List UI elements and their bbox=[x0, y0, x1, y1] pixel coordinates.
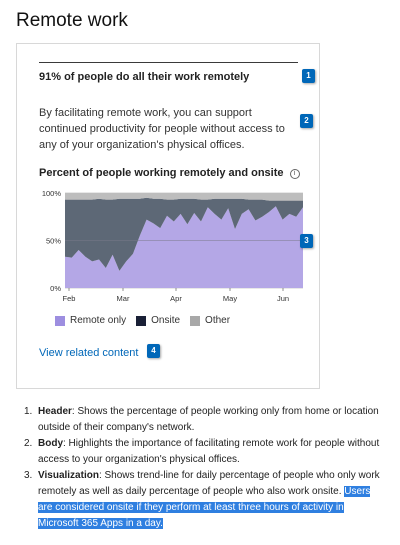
area-remote-only bbox=[65, 206, 303, 288]
info-icon[interactable]: i bbox=[289, 169, 300, 179]
note-number: 3. bbox=[24, 470, 33, 481]
y-tick-label: 0% bbox=[50, 284, 61, 293]
note-number: 1. bbox=[24, 406, 33, 417]
y-tick-label: 100% bbox=[42, 189, 62, 198]
legend-item-onsite: Onsite bbox=[136, 315, 180, 326]
callout-4: 4 bbox=[147, 344, 160, 358]
remote-onsite-chart: 100% 50% 0% Feb Mar Apr May Jun bbox=[42, 189, 303, 303]
x-tick-label: Apr bbox=[170, 294, 182, 303]
note-label: Header bbox=[38, 406, 72, 417]
chart-areas bbox=[65, 193, 303, 288]
card-divider bbox=[39, 62, 298, 63]
legend-item-remote: Remote only bbox=[55, 315, 126, 326]
card-body: By facilitating remote work, you can sup… bbox=[39, 107, 285, 151]
callout-1: 1 bbox=[302, 69, 315, 83]
y-tick-label: 50% bbox=[46, 237, 61, 246]
chart-title-text: Percent of people working remotely and o… bbox=[39, 167, 284, 179]
area-other bbox=[65, 193, 303, 201]
chart-legend: Remote only Onsite Other bbox=[55, 315, 230, 326]
remote-work-card: 91% of people do all their work remotely… bbox=[16, 43, 320, 389]
callout-3: 3 bbox=[300, 234, 313, 248]
note-item-1: 1. Header: Shows the percentage of people… bbox=[24, 404, 384, 436]
note-item-2: 2. Body: Highlights the importance of fac… bbox=[24, 436, 384, 468]
note-text: : Shows the percentage of people working… bbox=[38, 406, 379, 433]
chart-title: Percent of people working remotely and o… bbox=[39, 167, 300, 179]
legend-label-remote: Remote only bbox=[70, 315, 127, 326]
x-axis: Feb Mar Apr May Jun bbox=[63, 288, 289, 303]
legend-swatch-onsite bbox=[136, 315, 147, 326]
note-label: Visualization bbox=[38, 470, 99, 481]
x-tick-label: Mar bbox=[117, 294, 130, 303]
view-related-content-link[interactable]: View related content bbox=[39, 347, 139, 359]
note-number: 2. bbox=[24, 438, 33, 449]
callout-2: 2 bbox=[300, 114, 313, 128]
note-text: : Highlights the importance of facilitat… bbox=[38, 438, 380, 465]
legend-swatch-other bbox=[190, 315, 201, 326]
area-onsite bbox=[65, 197, 303, 271]
page-title: Remote work bbox=[16, 10, 128, 31]
note-text: : Shows trend-line for daily percentage … bbox=[38, 470, 380, 497]
legend-label-onsite: Onsite bbox=[151, 315, 181, 326]
note-label: Body bbox=[38, 438, 63, 449]
x-tick-label: May bbox=[223, 294, 237, 303]
legend-item-other: Other bbox=[190, 315, 230, 326]
legend-swatch-remote bbox=[55, 315, 65, 326]
x-tick-label: Feb bbox=[63, 294, 76, 303]
note-item-3: 3. Visualization: Shows trend-line for da… bbox=[24, 468, 384, 532]
legend-label-other: Other bbox=[205, 315, 231, 326]
notes-list: 1. Header: Shows the percentage of people… bbox=[24, 404, 384, 532]
card-header: 91% of people do all their work remotely bbox=[39, 71, 250, 83]
x-tick-label: Jun bbox=[277, 294, 289, 303]
